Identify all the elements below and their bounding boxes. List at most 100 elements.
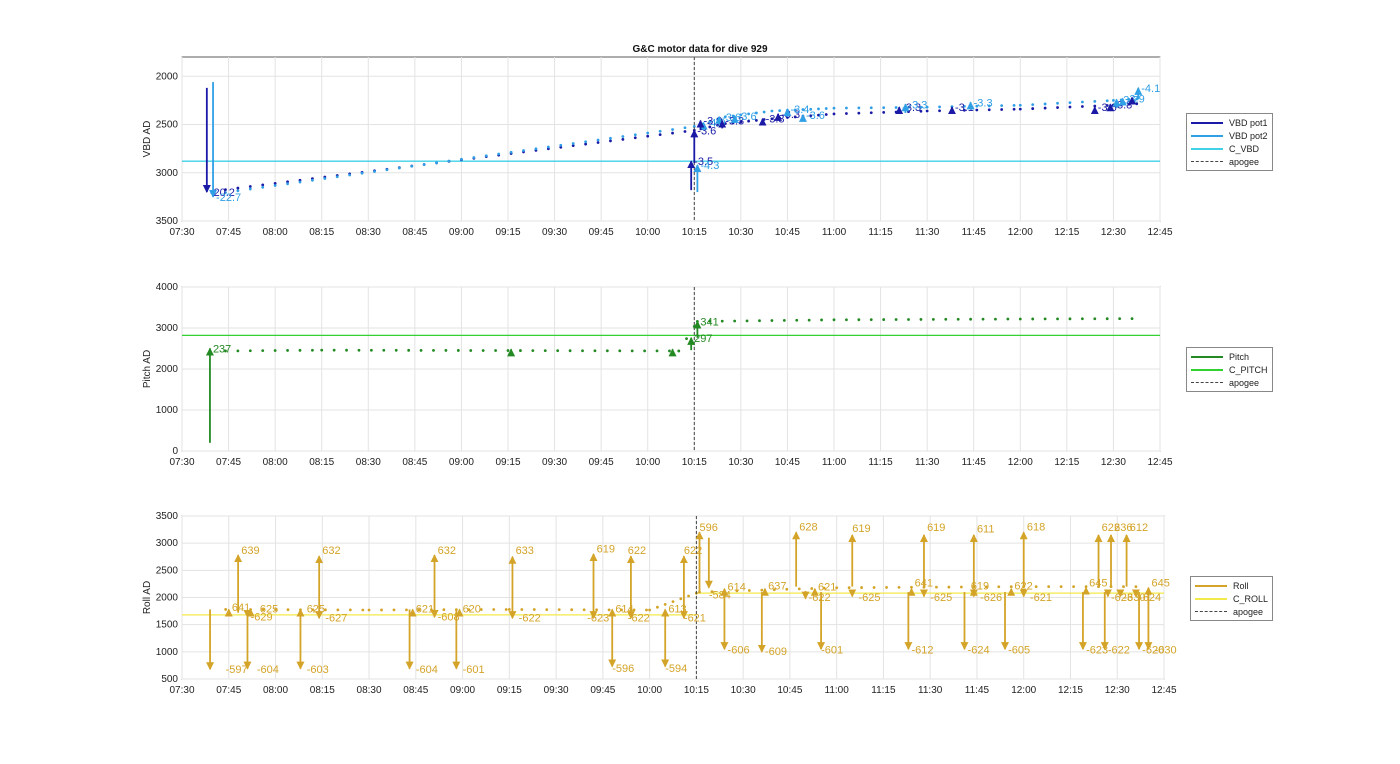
data-point	[520, 608, 524, 611]
data-point	[648, 608, 652, 612]
y-tick-label: 1500	[156, 620, 179, 631]
data-point	[311, 348, 314, 352]
y-tick-label: 3500	[156, 511, 179, 522]
data-point	[685, 337, 688, 341]
arrow-value-label: 611	[977, 523, 995, 535]
data-point	[835, 586, 839, 590]
legend-swatch-apogee	[1195, 611, 1227, 612]
data-point	[519, 349, 522, 352]
x-tick-label: 08:15	[309, 227, 334, 238]
data-point	[1012, 103, 1016, 107]
x-tick-label: 12:00	[1011, 685, 1036, 696]
arrow-value-label: 637	[768, 580, 786, 592]
data-point	[248, 349, 252, 353]
data-point	[509, 150, 513, 154]
data-point	[298, 348, 302, 352]
data-point	[1012, 107, 1016, 111]
x-tick-label: 11:45	[962, 227, 987, 238]
data-point	[947, 585, 951, 589]
data-point	[935, 585, 938, 589]
data-point	[348, 608, 352, 612]
legend-entry: apogee	[1191, 155, 1268, 168]
data-point	[1031, 107, 1035, 110]
x-tick-label: 08:00	[263, 227, 288, 238]
data-point	[630, 349, 634, 353]
data-point	[469, 349, 473, 352]
data-point	[394, 348, 398, 352]
arrow-value-label: -621	[1030, 592, 1052, 604]
legend-swatch-roll	[1195, 584, 1227, 587]
data-point	[910, 585, 913, 589]
arrow-value-label: -597	[226, 664, 248, 676]
legend-entry: VBD pot1	[1191, 116, 1268, 129]
x-tick-label: 08:00	[263, 685, 288, 696]
legend-swatch-c-pitch	[1191, 368, 1223, 371]
legend-label: apogee	[1229, 156, 1260, 167]
data-point	[382, 348, 386, 352]
arrow-value-label: 596	[699, 522, 717, 534]
data-point	[1130, 317, 1134, 321]
x-tick-label: 10:45	[775, 457, 800, 468]
data-point	[1000, 104, 1004, 108]
arrow-value-label: 621	[818, 581, 836, 593]
data-point	[557, 608, 561, 612]
data-point	[963, 104, 966, 108]
data-point	[919, 105, 923, 109]
data-point	[817, 107, 820, 111]
data-point	[224, 191, 227, 194]
data-point	[1105, 317, 1109, 321]
arrow-value-label: -601	[463, 664, 485, 676]
data-point	[1031, 317, 1035, 321]
y-tick-label: 2000	[156, 364, 179, 375]
data-point	[981, 317, 985, 321]
data-point	[671, 600, 675, 603]
x-tick-label: 09:00	[450, 685, 475, 696]
x-tick-label: 09:45	[589, 457, 614, 468]
data-point	[739, 120, 743, 124]
legend-swatch-c-vbd	[1191, 147, 1223, 150]
x-tick-label: 11:30	[915, 457, 940, 468]
y-tick-label: 3000	[156, 168, 179, 179]
data-point	[507, 608, 511, 611]
data-point	[419, 348, 423, 352]
arrow-value-label: 614	[728, 581, 746, 593]
data-point	[894, 110, 898, 114]
x-tick-label: 10:30	[728, 227, 753, 238]
arrow-value-label: 619	[852, 523, 870, 535]
legend-label: apogee	[1229, 377, 1260, 388]
arrow-value-label: 237	[213, 344, 231, 356]
data-point	[655, 349, 659, 353]
data-point	[1084, 585, 1088, 589]
data-point	[770, 117, 774, 121]
data-point	[444, 349, 448, 352]
data-point	[1034, 585, 1038, 589]
data-point	[869, 106, 873, 110]
arrow-value-label: 633	[516, 545, 534, 557]
x-tick-label: 07:30	[169, 227, 194, 238]
data-point	[671, 131, 674, 135]
data-point	[609, 136, 612, 140]
data-point	[824, 113, 828, 116]
data-point	[1080, 105, 1084, 108]
x-tick-label: 12:15	[1054, 227, 1079, 238]
x-tick-label: 08:45	[403, 685, 428, 696]
x-tick-label: 12:15	[1058, 685, 1083, 696]
data-point	[286, 180, 289, 184]
data-point	[984, 585, 988, 589]
x-tick-label: 10:30	[731, 685, 756, 696]
x-tick-label: 12:15	[1054, 457, 1079, 468]
arrow-value-label: 612	[1130, 522, 1148, 534]
data-point	[460, 157, 463, 161]
arrow-value-label: 297	[694, 333, 712, 345]
data-point	[522, 149, 525, 152]
legend-entry: apogee	[1191, 376, 1268, 389]
x-tick-label: 09:30	[542, 227, 567, 238]
arrow-value-label: -4.1	[1141, 83, 1160, 95]
data-point	[545, 608, 549, 611]
data-point	[236, 186, 240, 190]
arrow-value-label: -622	[519, 612, 541, 624]
data-point	[857, 106, 861, 110]
x-tick-label: 08:30	[357, 685, 382, 696]
